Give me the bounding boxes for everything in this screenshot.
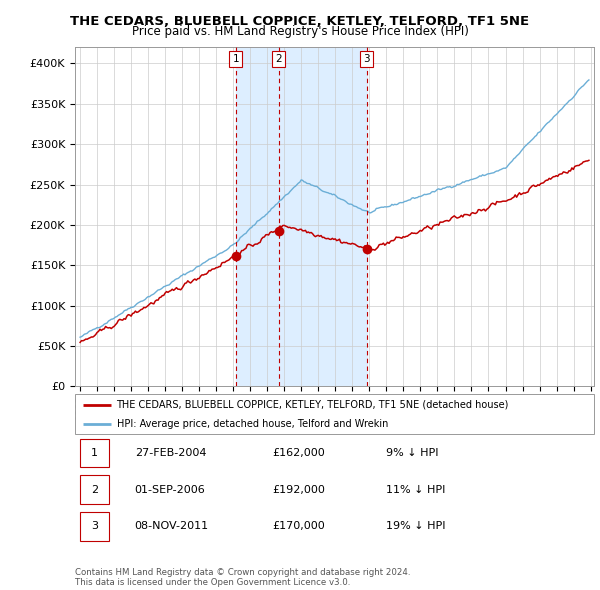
Text: 11% ↓ HPI: 11% ↓ HPI <box>386 485 446 494</box>
Text: 3: 3 <box>364 54 370 64</box>
Text: 08-NOV-2011: 08-NOV-2011 <box>134 522 209 531</box>
Text: THE CEDARS, BLUEBELL COPPICE, KETLEY, TELFORD, TF1 5NE (detached house): THE CEDARS, BLUEBELL COPPICE, KETLEY, TE… <box>116 400 509 410</box>
Text: 2: 2 <box>275 54 282 64</box>
Text: THE CEDARS, BLUEBELL COPPICE, KETLEY, TELFORD, TF1 5NE: THE CEDARS, BLUEBELL COPPICE, KETLEY, TE… <box>70 15 530 28</box>
Text: 1: 1 <box>232 54 239 64</box>
Text: £162,000: £162,000 <box>272 448 325 458</box>
Bar <box>80 512 109 540</box>
Bar <box>80 476 109 504</box>
Text: This data is licensed under the Open Government Licence v3.0.: This data is licensed under the Open Gov… <box>75 578 350 587</box>
Text: 1: 1 <box>91 448 98 458</box>
Text: Contains HM Land Registry data © Crown copyright and database right 2024.: Contains HM Land Registry data © Crown c… <box>75 568 410 577</box>
Text: Price paid vs. HM Land Registry's House Price Index (HPI): Price paid vs. HM Land Registry's House … <box>131 25 469 38</box>
Text: 01-SEP-2006: 01-SEP-2006 <box>134 485 205 494</box>
Bar <box>80 439 109 467</box>
Text: HPI: Average price, detached house, Telford and Wrekin: HPI: Average price, detached house, Telf… <box>116 419 388 428</box>
Text: 3: 3 <box>91 522 98 531</box>
Text: £170,000: £170,000 <box>272 522 325 531</box>
Text: £192,000: £192,000 <box>272 485 325 494</box>
Text: 19% ↓ HPI: 19% ↓ HPI <box>386 522 446 531</box>
Bar <box>236 47 367 386</box>
Text: 9% ↓ HPI: 9% ↓ HPI <box>386 448 439 458</box>
Text: 2: 2 <box>91 485 98 494</box>
Text: 27-FEB-2004: 27-FEB-2004 <box>134 448 206 458</box>
